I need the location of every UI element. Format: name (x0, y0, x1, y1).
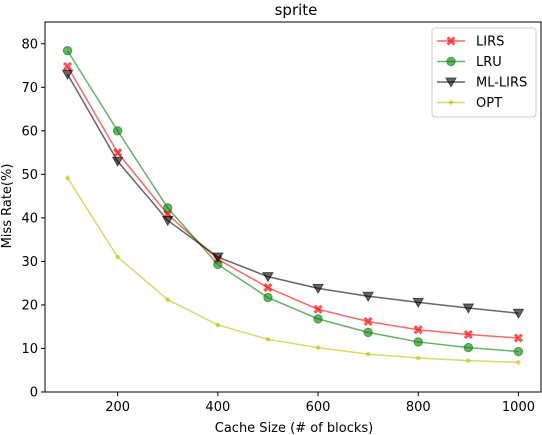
legend-box (431, 27, 537, 118)
data-point-lirs (313, 304, 323, 314)
legend-marker-ml-lirs (445, 77, 457, 88)
data-point-ml-lirs (211, 252, 224, 263)
data-point-ml-lirs (412, 297, 425, 309)
x-tick-label: 800 (406, 400, 431, 415)
data-point-opt (115, 254, 120, 260)
data-point-ml-lirs (362, 291, 375, 302)
data-point-opt (315, 345, 321, 350)
data-point-lru (112, 126, 123, 136)
series-line-ml-lirs (66, 73, 519, 314)
data-point-opt (65, 175, 70, 181)
data-point-lirs (62, 61, 73, 71)
x-tick-label: 400 (205, 400, 230, 415)
data-point-lru (463, 342, 474, 353)
data-point-lru (363, 327, 373, 338)
data-point-lirs (413, 325, 423, 335)
y-tick-label: 40 (21, 211, 38, 226)
legend-marker-lru (446, 56, 456, 67)
x-axis-label: Cache Size (# of blocks) (215, 421, 373, 435)
series-line-lru (66, 50, 519, 353)
data-point-lirs (463, 329, 473, 340)
data-point-lirs (513, 333, 524, 343)
data-point-opt (365, 351, 371, 357)
data-point-opt (516, 360, 521, 365)
data-point-opt (165, 297, 171, 303)
legend: LIRS LRU ML-LIRS OPT (431, 27, 537, 118)
y-tick-label: 70 (21, 81, 38, 96)
data-point-opt (215, 322, 221, 328)
x-axis-ticks: 200 400 600 800 1000 (105, 392, 535, 415)
chart-title: sprite (275, 1, 318, 19)
data-point-lirs (263, 282, 273, 293)
x-tick-label: 1000 (502, 400, 535, 415)
y-tick-label: 10 (21, 342, 38, 357)
data-point-ml-lirs (512, 308, 525, 319)
x-tick-label: 600 (306, 400, 331, 415)
data-point-lru (413, 337, 423, 347)
y-tick-label: 0 (30, 386, 38, 401)
series-line-lirs (66, 66, 519, 339)
y-tick-label: 80 (21, 37, 38, 52)
legend-label-ml-lirs: ML-LIRS (476, 76, 527, 91)
plot-lines (66, 50, 519, 364)
data-point-opt (466, 358, 471, 363)
y-axis-label: Miss Rate(%) (0, 164, 15, 249)
data-point-lru (313, 314, 323, 324)
data-point-lirs (363, 316, 373, 327)
data-point-lru (263, 292, 273, 303)
data-point-ml-lirs (111, 156, 124, 168)
data-point-ml-lirs (262, 272, 274, 283)
data-point-lru (163, 203, 173, 213)
legend-marker-opt (448, 100, 454, 105)
data-point-opt (415, 355, 421, 361)
y-tick-label: 20 (21, 298, 38, 313)
y-axis-ticks: 0 10 20 30 40 50 60 70 80 (21, 37, 45, 401)
series-line-opt (66, 177, 519, 364)
legend-label-lru: LRU (476, 55, 502, 70)
data-point-ml-lirs (61, 69, 74, 80)
y-tick-label: 30 (21, 255, 38, 270)
y-tick-label: 50 (21, 168, 38, 183)
data-point-lru (62, 46, 73, 56)
data-point-opt (265, 337, 271, 342)
data-point-lru (513, 346, 524, 357)
x-tick-label: 200 (105, 400, 130, 415)
plot-frame (44, 21, 542, 393)
data-point-ml-lirs (161, 215, 174, 227)
plot-markers (61, 46, 525, 365)
data-point-ml-lirs (312, 283, 324, 295)
legend-label-lirs: LIRS (476, 35, 504, 50)
data-point-lirs (113, 148, 123, 158)
y-tick-label: 60 (21, 124, 38, 139)
legend-marker-lirs (446, 36, 456, 46)
legend-label-opt: OPT (476, 96, 502, 111)
data-point-ml-lirs (462, 303, 475, 314)
